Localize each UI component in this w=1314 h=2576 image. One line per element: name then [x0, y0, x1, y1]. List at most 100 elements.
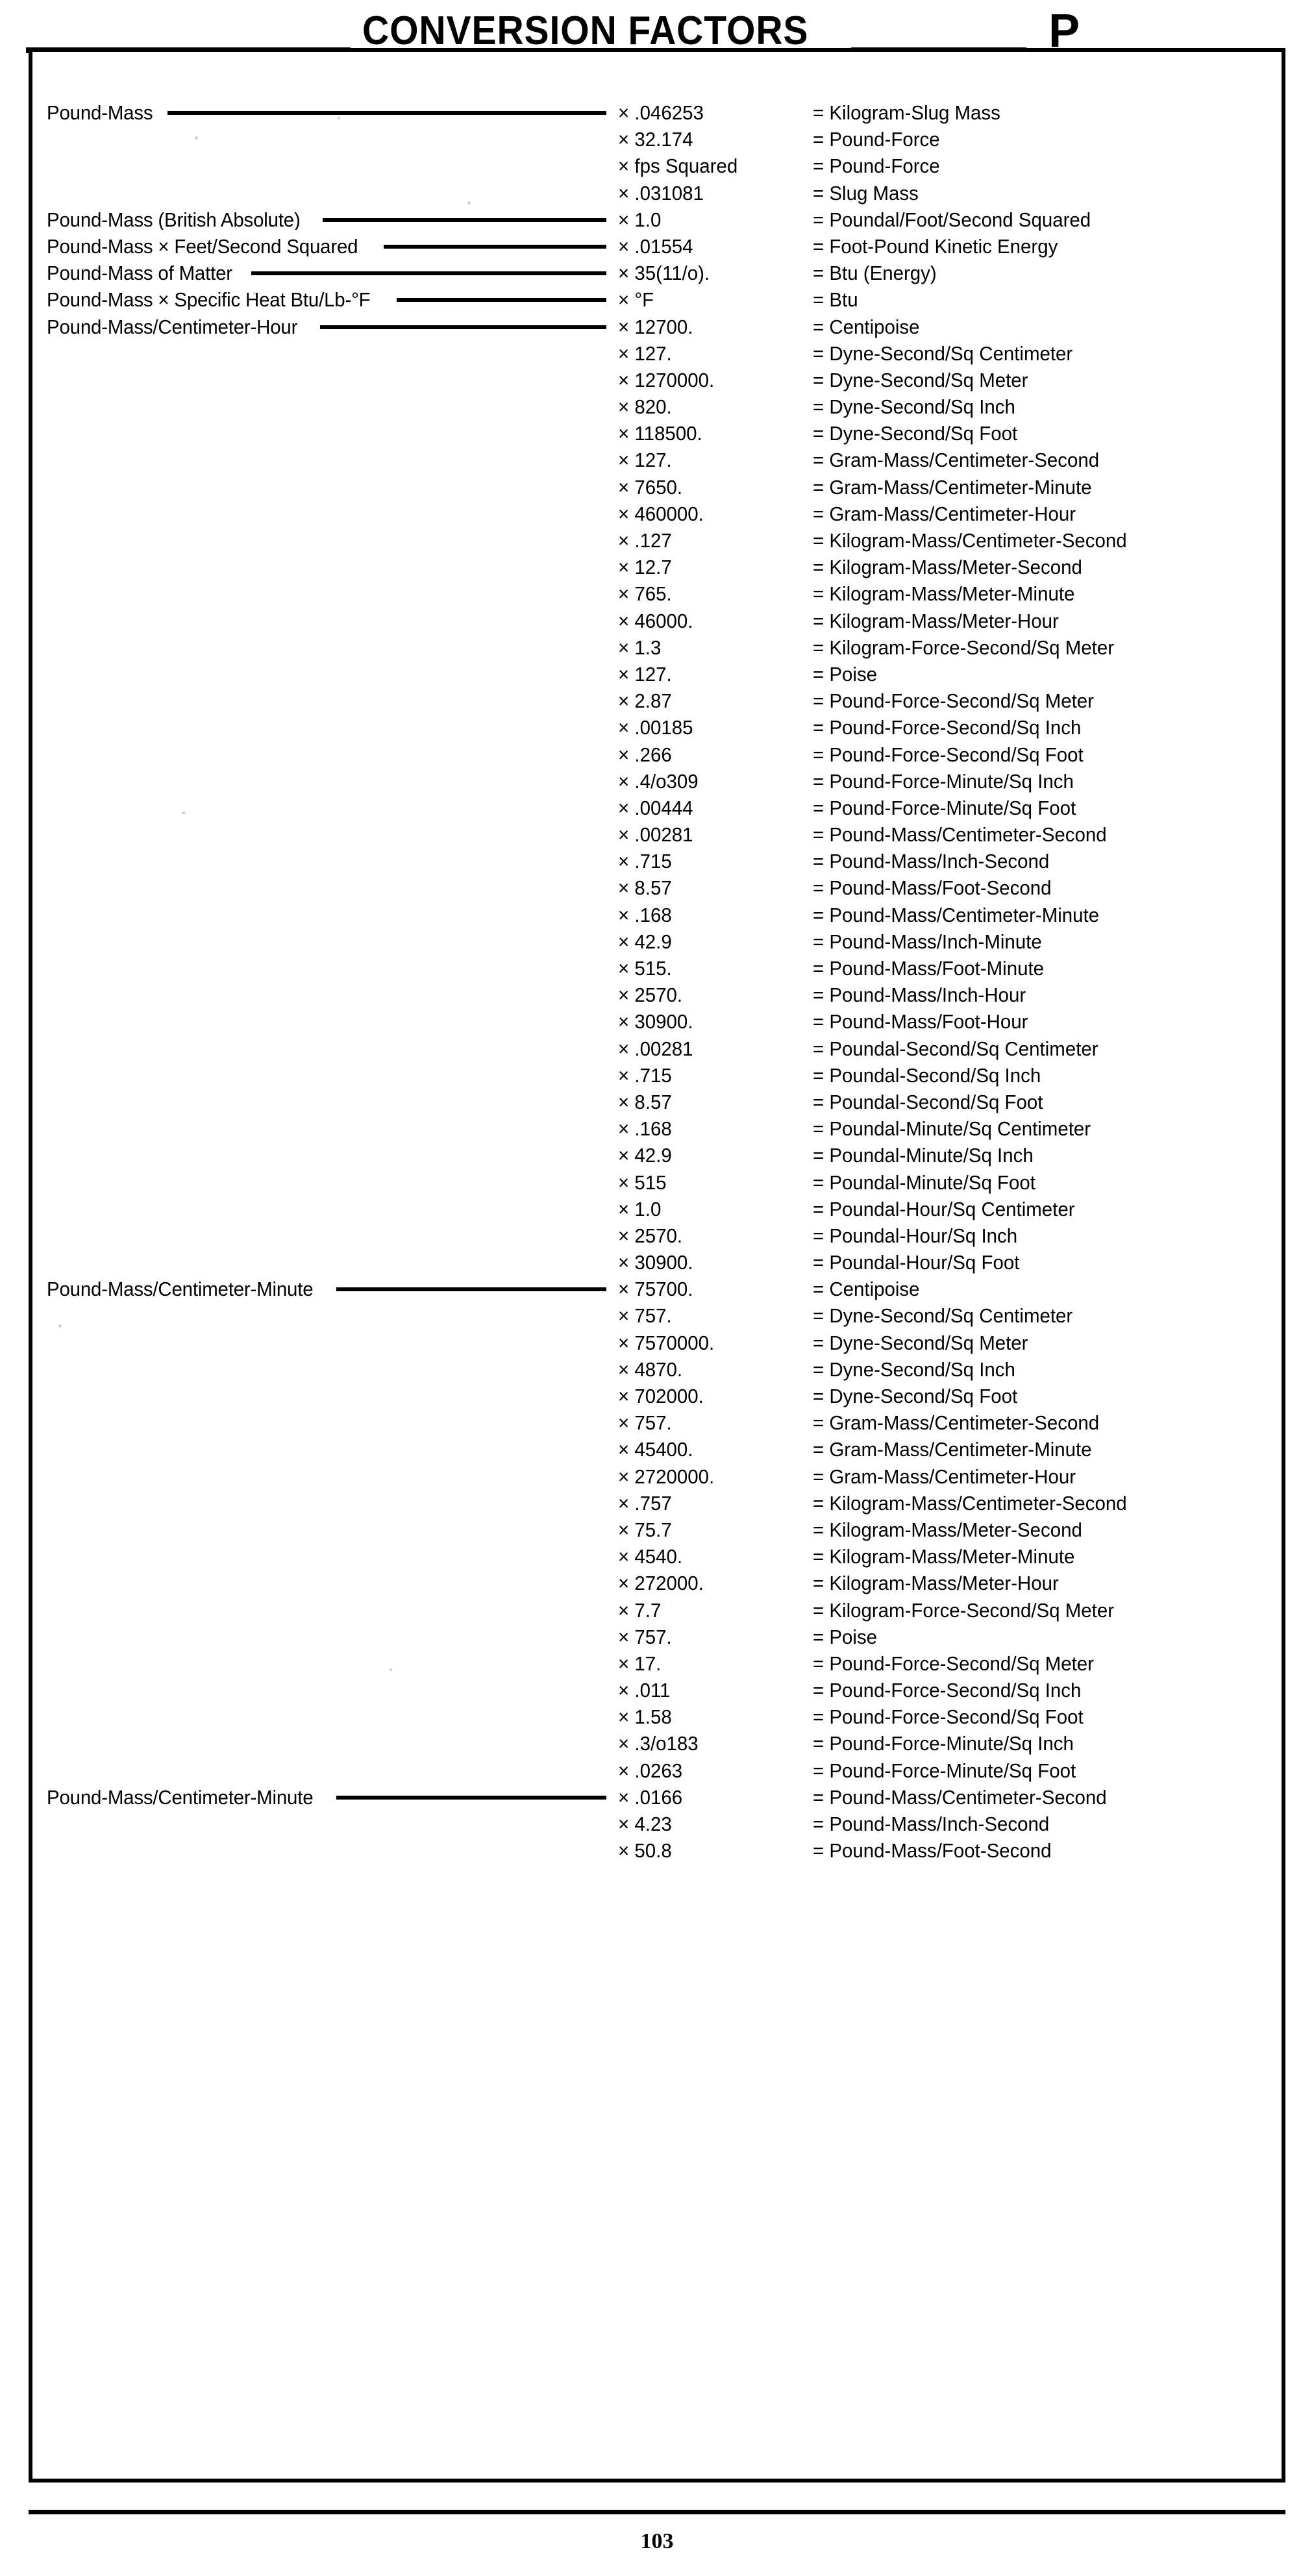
row-result: = Gram-Mass/Centimeter-Minute	[813, 475, 1092, 499]
row-result: = Pound-Mass/Inch-Minute	[813, 930, 1042, 953]
row-label: Pound-Mass	[47, 103, 153, 123]
row-result: = Pound-Mass/Centimeter-Second	[813, 823, 1107, 847]
row-factor: × 1.0	[618, 208, 662, 231]
table-row: × 8.57 = Poundal-Second/Sq Foot	[47, 1092, 1270, 1119]
row-result: = Dyne-Second/Sq Foot	[813, 1385, 1018, 1407]
row-result: = Pound-Force-Second/Sq Inch	[813, 1679, 1082, 1702]
footer-rule	[29, 2510, 1285, 2514]
row-result: = Dyne-Second/Sq Meter	[813, 368, 1028, 391]
row-factor: × fps Squared	[618, 155, 738, 178]
table-row: × 757. = Dyne-Second/Sq Centimeter	[47, 1306, 1270, 1332]
table-row: × 127. = Dyne-Second/Sq Centimeter	[47, 343, 1270, 370]
table-row: × .00444 = Pound-Force-Minute/Sq Foot	[47, 798, 1270, 824]
table-row: × 2570. = Pound-Mass/Inch-Hour	[47, 985, 1270, 1011]
row-result: = Pound-Mass/Foot-Minute	[813, 957, 1045, 980]
table-row: Pound-Mass/Centimeter-Minute × .0166 = Pou…	[47, 1787, 1270, 1814]
leader-rule	[383, 244, 606, 249]
table-row: × fps Squared = Pound-Force	[47, 156, 1270, 182]
table-row: Pound-Mass/Centimeter-Minute × 75700. = Ce…	[47, 1279, 1270, 1306]
row-result: = Pound-Mass/Foot-Second	[813, 876, 1052, 900]
row-result: = Pound-Force	[813, 128, 940, 151]
section-letter: P	[1048, 5, 1080, 57]
row-result: = Poundal-Minute/Sq Inch	[813, 1144, 1034, 1167]
row-result: = Foot-Pound Kinetic Energy	[813, 234, 1058, 258]
row-factor: × 8.57	[618, 1090, 672, 1113]
row-factor: × 1270000.	[618, 368, 715, 391]
table-row: × .168 = Pound-Mass/Centimeter-Minute	[47, 905, 1270, 932]
row-factor: × .031081	[618, 181, 704, 204]
row-result: = Poundal/Foot/Second Squared	[813, 208, 1091, 231]
table-row: × 515 = Poundal-Minute/Sq Foot	[47, 1172, 1270, 1199]
row-factor: × .0166	[618, 1785, 683, 1809]
row-result: = Pound-Force-Second/Sq Meter	[813, 1652, 1094, 1675]
row-label: Pound-Mass × Feet/Second Squared	[47, 236, 358, 256]
row-result: = Kilogram-Mass/Meter-Second	[813, 556, 1082, 579]
table-row: × 702000. = Dyne-Second/Sq Foot	[47, 1386, 1270, 1413]
row-factor: × 2720000.	[618, 1465, 715, 1488]
row-label-cell: Pound-Mass/Centimeter-Minute	[47, 1787, 618, 1807]
row-result: = Kilogram-Mass/Meter-Minute	[813, 582, 1075, 606]
row-factor: × .00444	[618, 796, 693, 819]
row-factor: × 12.7	[618, 556, 672, 579]
row-result: = Btu (Energy)	[813, 262, 937, 285]
row-factor: × .757	[618, 1491, 672, 1515]
row-factor: × 1.3	[618, 636, 662, 659]
table-row: × .031081 = Slug Mass	[47, 183, 1270, 210]
row-result: = Pound-Force-Minute/Sq Foot	[813, 796, 1076, 819]
leader-rule	[336, 1287, 606, 1292]
table-row: × .4/o309 = Pound-Force-Minute/Sq Inch	[47, 771, 1270, 798]
row-result: = Gram-Mass/Centimeter-Second	[813, 449, 1100, 472]
row-label-cell: Pound-Mass	[47, 103, 618, 123]
table-row: × .3/o183 = Pound-Force-Minute/Sq Inch	[47, 1733, 1270, 1760]
row-result: = Dyne-Second/Sq Centimeter	[813, 341, 1073, 365]
table-row: × 765. = Kilogram-Mass/Meter-Minute	[47, 584, 1270, 610]
row-result: = Pound-Force-Minute/Sq Inch	[813, 769, 1074, 793]
table-row: × .757 = Kilogram-Mass/Centimeter-Second	[47, 1493, 1270, 1520]
row-factor: × 2.87	[618, 689, 672, 713]
row-factor: × .266	[618, 743, 672, 766]
row-factor: × 42.9	[618, 930, 672, 953]
row-result: = Kilogram-Slug Mass	[813, 101, 1000, 124]
conversion-factors-table: Pound-Mass × .046253 = Kilogram-Slug Mass ×…	[47, 103, 1270, 1867]
row-result: = Kilogram-Mass/Centimeter-Second	[813, 529, 1127, 552]
row-factor: × 702000.	[618, 1385, 704, 1407]
row-result: = Poundal-Minute/Sq Foot	[813, 1170, 1035, 1194]
leader-rule	[167, 111, 606, 115]
row-result: = Pound-Mass/Centimeter-Minute	[813, 903, 1100, 926]
row-factor: × 460000.	[618, 502, 704, 525]
table-row: × .127 = Kilogram-Mass/Centimeter-Second	[47, 530, 1270, 557]
row-label: Pound-Mass × Specific Heat Btu/Lb-°F	[47, 290, 371, 310]
page-title: CONVERSION FACTORS	[362, 8, 809, 53]
row-result: = Kilogram-Mass/Meter-Second	[813, 1518, 1082, 1541]
row-result: = Gram-Mass/Centimeter-Hour	[813, 1465, 1076, 1488]
row-result: = Pound-Mass/Foot-Second	[813, 1839, 1052, 1863]
table-row: × 30900. = Pound-Mass/Foot-Hour	[47, 1011, 1270, 1038]
row-result: = Pound-Force-Second/Sq Meter	[813, 689, 1094, 713]
table-row: × 46000. = Kilogram-Mass/Meter-Hour	[47, 611, 1270, 638]
table-row: × 1.58 = Pound-Force-Second/Sq Foot	[47, 1707, 1270, 1733]
row-label: Pound-Mass/Centimeter-Hour	[47, 316, 298, 337]
row-factor: × 127.	[618, 662, 672, 686]
row-factor: × .168	[618, 903, 672, 926]
row-factor: × 127.	[618, 341, 672, 365]
row-factor: × .00281	[618, 823, 693, 847]
row-factor: × 515.	[618, 957, 672, 980]
row-label-cell: Pound-Mass/Centimeter-Minute	[47, 1279, 618, 1299]
table-row: Pound-Mass/Centimeter-Hour × 12700. = Cent…	[47, 317, 1270, 343]
row-factor: × 75700.	[618, 1278, 693, 1301]
row-factor: × 118500.	[618, 422, 702, 445]
row-factor: × .715	[618, 1063, 672, 1087]
row-label: Pound-Mass (British Absolute)	[47, 209, 301, 230]
row-factor: × 515	[618, 1170, 667, 1194]
row-factor: × 46000.	[618, 609, 693, 632]
table-row: × 4540. = Kilogram-Mass/Meter-Minute	[47, 1546, 1270, 1573]
row-factor: × .00185	[618, 716, 693, 739]
row-factor: × 820.	[618, 395, 672, 419]
table-row: × .00281 = Pound-Mass/Centimeter-Second	[47, 824, 1270, 851]
row-result: = Centipoise	[813, 315, 920, 338]
row-result: = Poundal-Second/Sq Inch	[813, 1063, 1041, 1087]
row-factor: × °F	[618, 288, 654, 312]
row-result: = Pound-Mass/Inch-Second	[813, 1813, 1050, 1835]
row-factor: × .046253	[618, 101, 704, 124]
row-factor: × 50.8	[618, 1839, 672, 1863]
